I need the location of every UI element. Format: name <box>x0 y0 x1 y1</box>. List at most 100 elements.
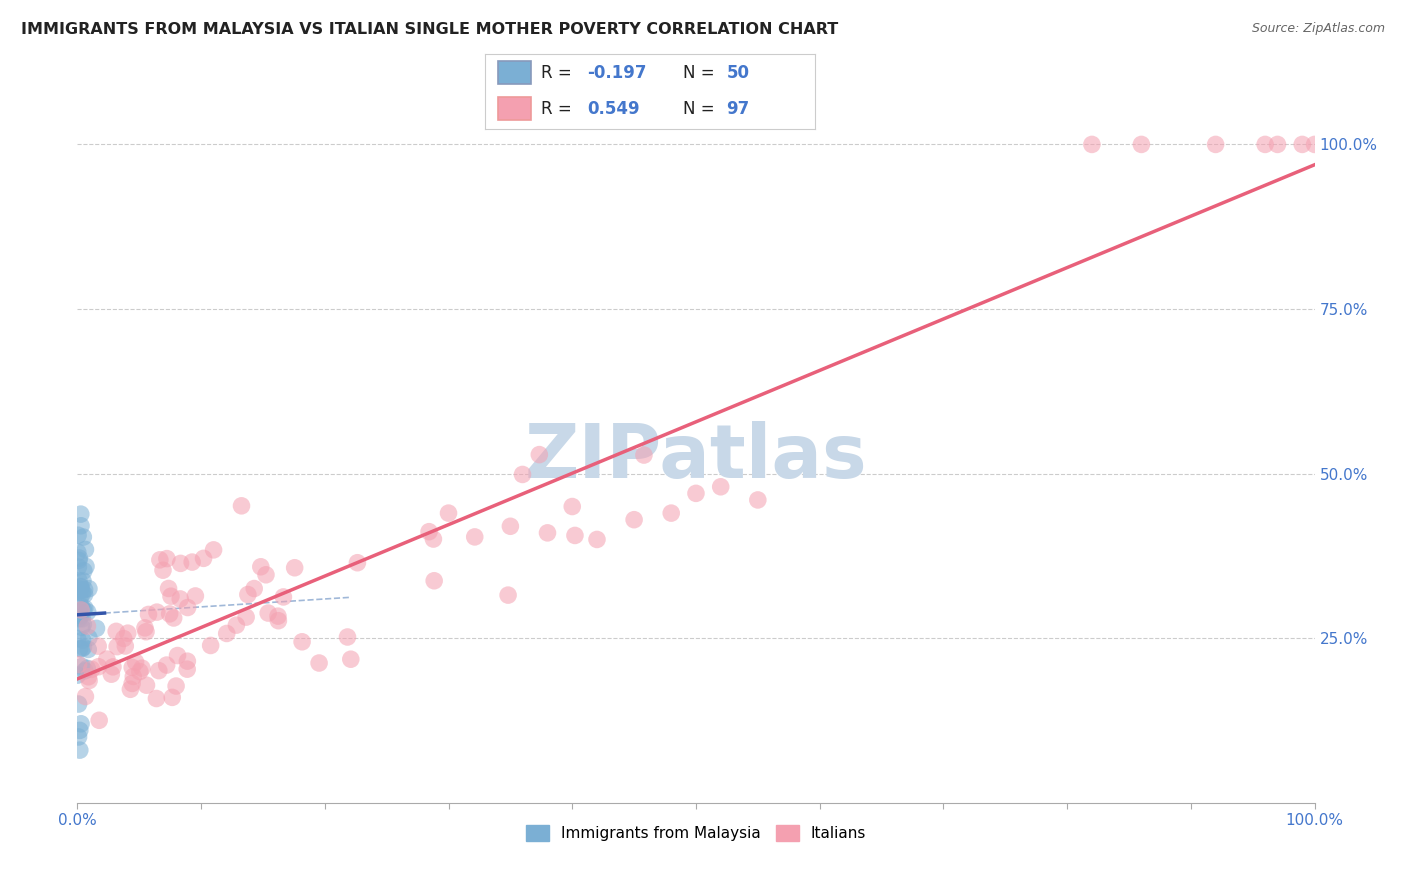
Point <box>254 567 277 582</box>
Point <box>69 608 91 623</box>
Point <box>72 602 94 616</box>
Bar <box>498 62 531 84</box>
Point <box>346 556 368 570</box>
Point <box>623 513 645 527</box>
Point <box>80 662 103 676</box>
Point <box>70 518 93 533</box>
Point <box>67 697 90 711</box>
Point <box>1267 137 1289 152</box>
Point <box>67 582 90 596</box>
Point <box>72 617 94 632</box>
Text: R =: R = <box>541 100 578 119</box>
Point <box>291 634 314 648</box>
Point <box>243 582 266 596</box>
Point <box>77 642 100 657</box>
Text: 97: 97 <box>727 100 749 119</box>
Point <box>181 555 204 569</box>
Point <box>163 611 186 625</box>
Point <box>70 583 93 598</box>
Point <box>564 528 586 542</box>
Point <box>156 658 179 673</box>
Point <box>72 530 94 544</box>
Point <box>134 621 156 635</box>
Point <box>67 730 90 744</box>
Point <box>67 584 90 599</box>
Point <box>76 605 98 619</box>
Text: R =: R = <box>541 64 578 82</box>
Text: N =: N = <box>683 64 720 82</box>
Point <box>499 519 522 533</box>
Point <box>231 499 253 513</box>
Point <box>1130 137 1153 152</box>
Text: ZIPatlas: ZIPatlas <box>524 421 868 493</box>
Point <box>105 624 128 639</box>
Point <box>72 633 94 648</box>
Point <box>561 500 583 514</box>
Point <box>121 660 143 674</box>
Point <box>176 654 198 668</box>
Point <box>284 560 307 574</box>
Point <box>70 641 93 656</box>
Point <box>148 664 170 678</box>
Point <box>1081 137 1104 152</box>
Point <box>69 641 91 656</box>
Point <box>437 506 460 520</box>
Point <box>156 551 179 566</box>
Text: IMMIGRANTS FROM MALAYSIA VS ITALIAN SINGLE MOTHER POVERTY CORRELATION CHART: IMMIGRANTS FROM MALAYSIA VS ITALIAN SING… <box>21 22 838 37</box>
Point <box>159 607 181 621</box>
Point <box>75 559 97 574</box>
Point <box>423 574 446 588</box>
Text: 50: 50 <box>727 64 749 82</box>
Point <box>69 580 91 594</box>
Point <box>72 640 94 655</box>
Point <box>69 591 91 606</box>
Point <box>633 448 655 462</box>
Point <box>112 632 135 646</box>
Point <box>69 723 91 738</box>
Point <box>70 599 93 614</box>
Point <box>86 621 108 635</box>
Point <box>77 673 100 688</box>
Point <box>72 574 94 588</box>
Point <box>77 582 100 596</box>
Point <box>145 691 167 706</box>
Point <box>66 668 89 682</box>
Point <box>75 690 97 704</box>
Point <box>67 612 90 626</box>
Point <box>464 530 486 544</box>
Point <box>114 639 136 653</box>
Point <box>70 620 93 634</box>
Point <box>73 582 96 597</box>
Point <box>75 542 97 557</box>
Point <box>257 606 280 620</box>
Text: -0.197: -0.197 <box>588 64 647 82</box>
Point <box>69 604 91 618</box>
Text: Source: ZipAtlas.com: Source: ZipAtlas.com <box>1251 22 1385 36</box>
Point <box>121 676 143 690</box>
Point <box>72 612 94 626</box>
Point <box>176 662 198 676</box>
Point <box>122 669 145 683</box>
Point <box>336 630 359 644</box>
Point <box>66 632 89 646</box>
Point <box>149 553 172 567</box>
Point <box>184 589 207 603</box>
Point <box>69 580 91 594</box>
Point <box>1254 137 1277 152</box>
Point <box>120 682 142 697</box>
Point <box>128 665 150 679</box>
Point <box>200 639 222 653</box>
Point <box>193 551 215 566</box>
Point <box>235 610 257 624</box>
Point <box>101 660 124 674</box>
Point <box>135 624 157 639</box>
Point <box>1303 137 1326 152</box>
Point <box>747 492 769 507</box>
Point <box>67 551 90 566</box>
Point <box>160 589 183 603</box>
Point <box>131 661 153 675</box>
Point <box>273 590 295 604</box>
Point <box>70 659 93 673</box>
Point <box>73 601 96 615</box>
Point <box>236 588 259 602</box>
